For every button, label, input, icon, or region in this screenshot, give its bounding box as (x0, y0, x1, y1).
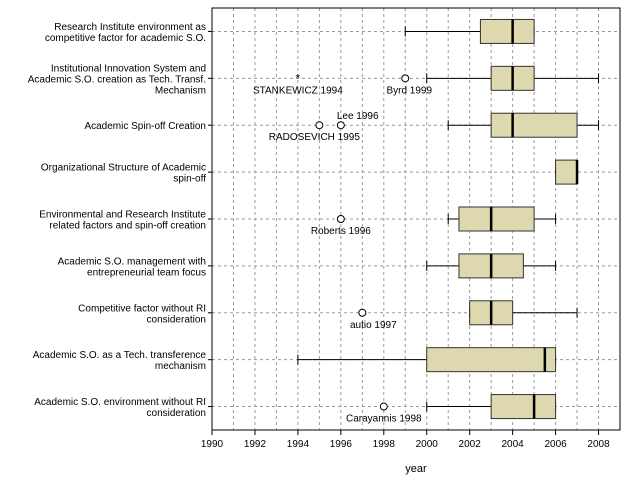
box-group: *STANKEWICZ 1994 Byrd 1999 (253, 65, 600, 96)
outlier-label: Roberts 1996 (311, 226, 371, 237)
category-label: Academic Spin-off Creation (84, 121, 206, 132)
boxes: *STANKEWICZ 1994 Byrd 1999 RADOSEVICH 1995… (253, 18, 600, 425)
category-label: Academic S.O. management with (58, 256, 206, 267)
category-label: Academic S.O. environment without RI (34, 397, 206, 408)
category-label: Environmental and Research Institute (39, 210, 206, 221)
outlier-point (379, 402, 388, 411)
box-group (555, 159, 579, 185)
box-group: Carayannis 1998 (346, 394, 557, 425)
outlier-label: RADOSEVICH 1995 (269, 132, 361, 143)
x-tick-label: 2006 (544, 439, 567, 450)
outlier-label: STANKEWICZ 1994 (253, 85, 343, 96)
x-axis-title: year (405, 463, 427, 475)
outlier-star: * (296, 71, 301, 85)
category-label: consideration (147, 314, 206, 325)
x-tick-label: 2000 (416, 439, 439, 450)
outlier-point (336, 215, 345, 223)
category-label: Organizational Structure of Academic (41, 163, 206, 174)
iqr-box (490, 394, 557, 420)
x-tick-label: 1998 (373, 439, 396, 450)
box-group (404, 18, 535, 44)
box-group: RADOSEVICH 1995 Lee 1996 (269, 111, 600, 143)
category-label: Competitive factor without RI (78, 303, 206, 314)
category-labels: Research Institute environment ascompeti… (28, 22, 212, 419)
category-label: competitive factor for academic S.O. (45, 33, 206, 44)
outlier-label: autio 1997 (350, 320, 397, 331)
category-label: related factors and spin-off creation (49, 221, 206, 232)
category-label: consideration (147, 408, 206, 419)
iqr-box (458, 206, 535, 232)
x-axis: 1990 1992 1994 1996 1998 2000 2002 2004 2006 2008 (201, 430, 610, 450)
x-tick-label: 2004 (502, 439, 525, 450)
outlier-label: Lee 1996 (337, 111, 379, 122)
outlier-label: Carayannis 1998 (346, 414, 422, 425)
x-tick-label: 1996 (330, 439, 353, 450)
category-label: Mechanism (155, 85, 206, 96)
category-label: entrepreneurial team focus (87, 267, 206, 278)
x-tick-label: 2002 (459, 439, 482, 450)
category-label: Academic S.O. as a Tech. transference (33, 350, 207, 361)
box-group: Roberts 1996 (311, 206, 557, 237)
outlier-point (315, 121, 324, 130)
iqr-box (426, 347, 557, 373)
plot-frame (211, 7, 621, 431)
x-tick-label: 2008 (587, 439, 610, 450)
box-group (426, 253, 557, 279)
category-label: Institutional Innovation System and (51, 63, 206, 74)
iqr-box (479, 18, 535, 44)
outlier-label: Byrd 1999 (386, 85, 432, 96)
grid (212, 8, 620, 430)
outlier-point (358, 308, 367, 317)
box-group (297, 347, 557, 373)
x-tick-label: 1990 (201, 439, 224, 450)
x-tick-label: 1994 (287, 439, 310, 450)
outlier-point (401, 74, 410, 83)
category-label: Academic S.O. creation as Tech. Transf. (28, 74, 206, 85)
iqr-box (490, 112, 578, 138)
outlier-point (336, 121, 345, 130)
x-tick-label: 1992 (244, 439, 267, 450)
box-group: autio 1997 (350, 300, 578, 331)
category-label: spin-off (173, 174, 206, 185)
iqr-box (555, 159, 578, 185)
category-label: Research Institute environment as (54, 22, 206, 33)
category-label: mechanism (155, 361, 206, 372)
